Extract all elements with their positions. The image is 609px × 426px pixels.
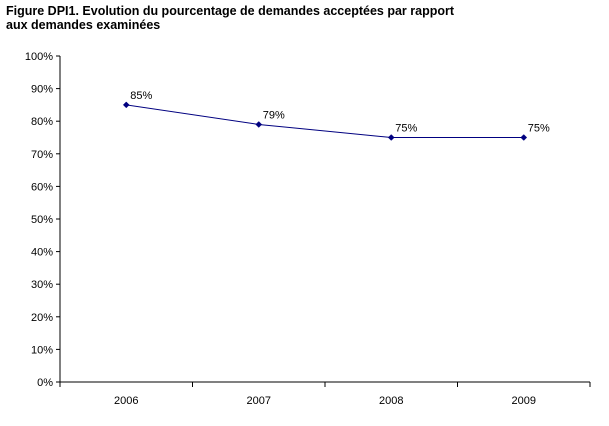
y-tick-label: 0% [37,377,53,389]
y-axis: 0% 10% 20% 30% 40% 50% 60% 70% 80% 90% 100% [25,51,61,389]
x-axis: 2006 2007 2008 2009 [59,381,591,407]
data-point-marker [255,121,263,128]
data-point-marker [122,101,130,109]
y-tick-label: 80% [31,116,53,128]
x-tick-label: 2008 [379,395,403,407]
data-label: 75% [395,123,417,135]
y-tick-label: 50% [31,214,53,226]
series-line [126,104,524,138]
data-label: 75% [528,123,550,135]
y-tick-label: 30% [31,279,53,291]
y-tick-label: 20% [31,312,53,324]
series [122,101,528,141]
data-label: 85% [130,90,152,102]
x-tick-label: 2006 [114,395,138,407]
y-tick-label: 70% [31,149,53,161]
x-tick-label: 2009 [512,395,536,407]
x-tick-label: 2007 [247,395,271,407]
data-point-marker [387,134,395,141]
y-tick-label: 10% [31,344,53,356]
chart-title-line-1: Figure DPI1. Evolution du pourcentage de… [6,4,455,18]
chart-title: Figure DPI1. Evolution du pourcentage de… [6,4,566,32]
y-tick-label: 90% [31,84,53,96]
y-tick-label: 60% [31,181,53,193]
data-labels: 85% 79% 75% 75% [130,90,550,135]
data-label: 79% [263,109,285,121]
chart-title-line-2: aux demandes examinées [6,18,161,32]
y-tick-label: 40% [31,247,53,259]
y-tick-label: 100% [25,51,53,63]
data-point-marker [520,134,528,141]
